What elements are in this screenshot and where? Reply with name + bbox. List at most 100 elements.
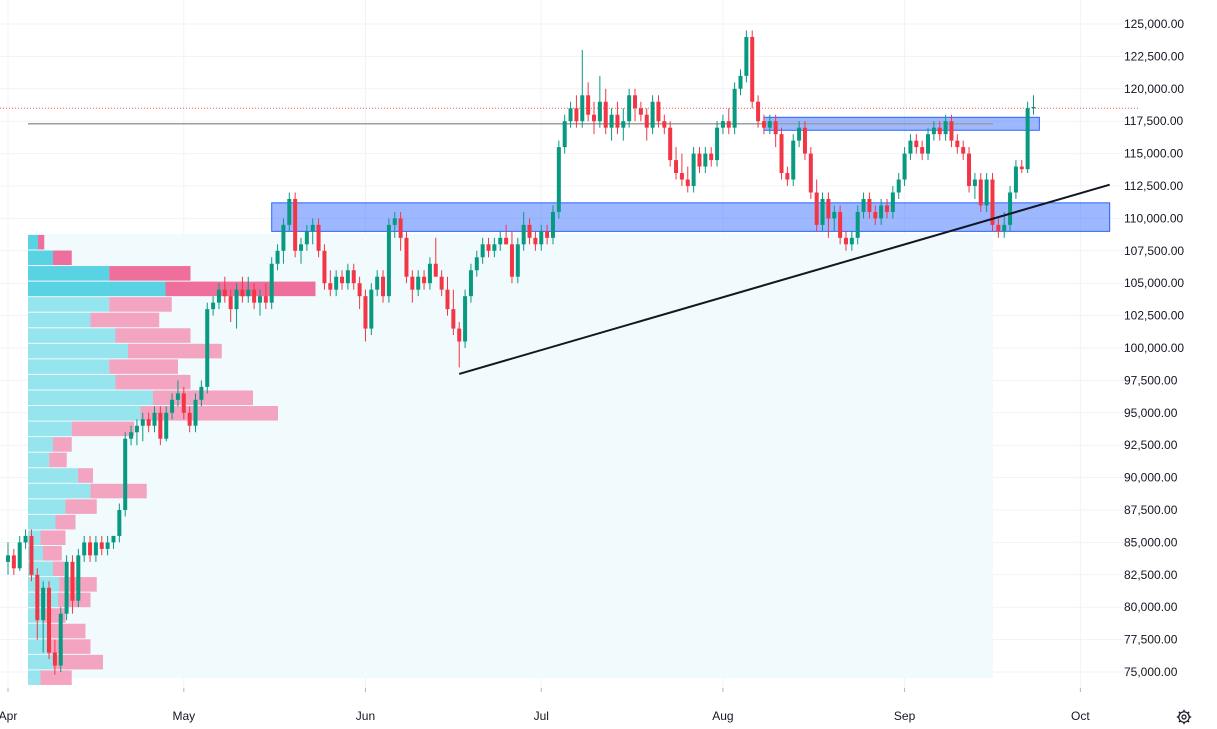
candle[interactable] [474, 250, 479, 277]
candle[interactable] [978, 173, 983, 212]
candle[interactable] [316, 218, 321, 258]
candle[interactable] [140, 412, 145, 442]
candle[interactable] [445, 276, 450, 316]
candle[interactable] [785, 166, 790, 186]
candle[interactable] [468, 263, 473, 303]
candle[interactable] [340, 270, 345, 290]
candle[interactable] [170, 393, 175, 420]
candle[interactable] [550, 205, 555, 245]
support-resistance-zones[interactable] [271, 116, 1111, 232]
candle[interactable] [709, 147, 714, 167]
candle[interactable] [685, 166, 690, 193]
candle[interactable] [633, 88, 638, 122]
candle[interactable] [357, 276, 362, 310]
candle[interactable] [351, 263, 356, 290]
candle[interactable] [363, 289, 368, 342]
candle[interactable] [838, 205, 843, 245]
candle[interactable] [568, 101, 573, 128]
candle[interactable] [533, 231, 538, 251]
candle[interactable] [369, 283, 374, 336]
candle[interactable] [527, 218, 532, 245]
candle[interactable] [515, 237, 520, 284]
candle[interactable] [703, 147, 708, 174]
candle[interactable] [1013, 160, 1018, 199]
candle[interactable] [304, 224, 309, 251]
candle[interactable] [738, 69, 743, 96]
candle[interactable] [386, 218, 391, 303]
candle[interactable] [41, 581, 46, 653]
candle[interactable] [802, 121, 807, 161]
candle[interactable] [779, 127, 784, 180]
candle[interactable] [187, 406, 192, 433]
candle[interactable] [486, 237, 491, 258]
candle[interactable] [23, 529, 28, 549]
candle[interactable] [416, 270, 421, 297]
candle[interactable] [644, 108, 649, 141]
candle[interactable] [281, 218, 286, 264]
candle[interactable] [463, 289, 468, 348]
candlestick-series[interactable] [6, 30, 1036, 675]
candle[interactable] [931, 121, 936, 141]
candle[interactable] [105, 535, 110, 556]
candle[interactable] [1008, 186, 1013, 232]
candle[interactable] [52, 639, 57, 675]
candle[interactable] [914, 134, 919, 154]
candle[interactable] [70, 555, 75, 614]
candle[interactable] [855, 205, 860, 245]
candle[interactable] [164, 406, 169, 442]
candle[interactable] [134, 419, 139, 446]
candle[interactable] [158, 406, 163, 446]
candle[interactable] [228, 289, 233, 323]
candle[interactable] [205, 302, 210, 394]
candle[interactable] [732, 82, 737, 135]
candle[interactable] [656, 95, 661, 128]
candle[interactable] [433, 237, 438, 277]
candle[interactable] [808, 147, 813, 199]
candle[interactable] [152, 406, 157, 433]
candle[interactable] [111, 535, 116, 549]
candle[interactable] [129, 425, 134, 446]
candle[interactable] [773, 114, 778, 148]
candle[interactable] [761, 114, 766, 135]
candle[interactable] [586, 82, 591, 122]
candle[interactable] [767, 114, 772, 135]
candle[interactable] [6, 542, 10, 575]
candle[interactable] [492, 237, 497, 258]
candle[interactable] [679, 153, 684, 186]
candle[interactable] [920, 140, 925, 161]
chart-settings-button[interactable] [1172, 705, 1196, 729]
candle[interactable] [580, 49, 585, 128]
candle[interactable] [627, 88, 632, 128]
candle[interactable] [744, 30, 749, 83]
candle[interactable] [937, 121, 942, 141]
candle[interactable] [908, 134, 913, 161]
candle[interactable] [849, 231, 854, 251]
candle[interactable] [422, 270, 427, 290]
time-axis[interactable]: Apr May Jun Jul Aug Sep Oct [0, 688, 1090, 723]
candle[interactable] [93, 535, 98, 562]
candle[interactable] [299, 237, 303, 264]
candle[interactable] [814, 179, 819, 232]
candle[interactable] [439, 270, 444, 297]
candle[interactable] [328, 270, 333, 297]
candle[interactable] [879, 198, 884, 225]
candle[interactable] [756, 95, 761, 128]
candle[interactable] [252, 283, 257, 310]
candle[interactable] [609, 108, 614, 141]
candle[interactable] [926, 127, 931, 161]
candle[interactable] [668, 121, 673, 167]
candle[interactable] [181, 386, 186, 420]
candle[interactable] [650, 95, 655, 135]
candle[interactable] [35, 568, 40, 640]
candle[interactable] [1025, 101, 1030, 174]
candle[interactable] [263, 283, 268, 310]
candle[interactable] [943, 114, 948, 141]
price-axis[interactable]: 125,000.00 122,500.00 120,000.00 117,500.00… [1124, 17, 1184, 679]
candle[interactable] [17, 535, 22, 571]
candle[interactable] [902, 147, 907, 186]
candle[interactable] [797, 121, 802, 148]
candle[interactable] [146, 412, 151, 433]
candle[interactable] [375, 270, 380, 297]
candle[interactable] [246, 276, 251, 303]
